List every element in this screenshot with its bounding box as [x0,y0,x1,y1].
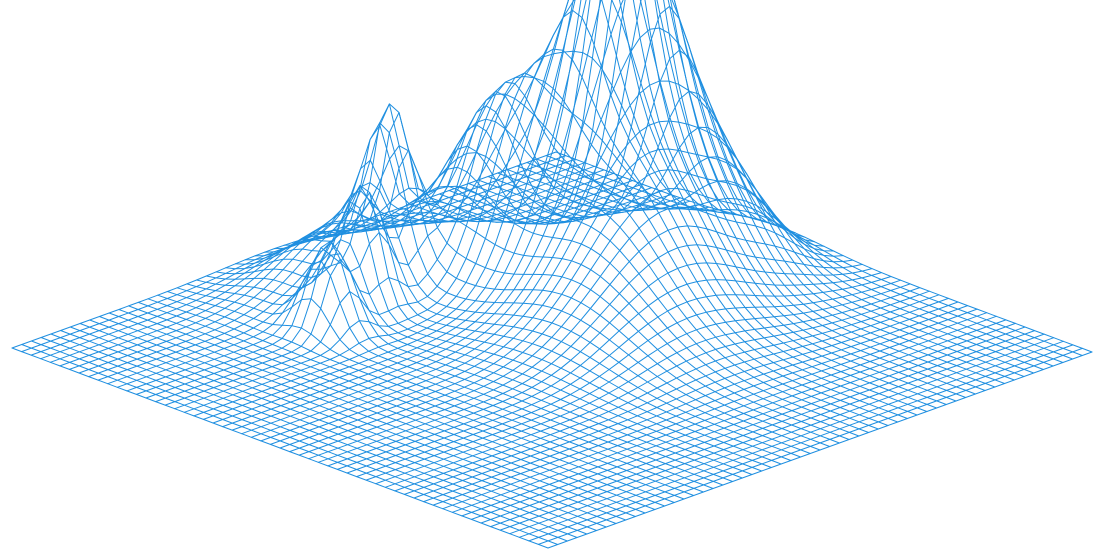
mesh-column-line [59,169,605,367]
mesh-column-line [78,176,624,374]
mesh-column-line [461,319,1007,517]
mesh-column-line [174,50,720,410]
mesh-column-line [518,340,1064,538]
mesh-column-line [451,315,997,513]
mesh-column-line [164,72,710,406]
mesh-column-line [126,124,672,392]
mesh-column-line [269,148,815,445]
mesh-column-line [308,225,854,460]
mesh-column-line [394,294,940,492]
mesh-row-lines [11,0,1093,549]
mesh-column-line [432,308,978,506]
mesh-column-line [145,90,691,399]
mesh-column-line [442,312,988,510]
mesh-column-line [547,351,1093,549]
mesh-column-line [222,0,768,428]
mesh-column-line [289,188,835,453]
mesh-column-line [279,169,825,449]
mesh-column-line [423,305,969,503]
mesh-column-line [490,330,1036,528]
mesh-column-line [375,287,921,485]
mesh-column-line [480,326,1026,524]
mesh-column-line [183,0,729,413]
mesh-row-line [264,219,802,458]
mesh-column-line [413,301,959,499]
mesh-column-line [298,206,844,456]
mesh-column-line [135,105,681,395]
mesh-column-line [384,290,930,488]
mesh-row-line [545,155,1083,356]
mesh-column-line [88,159,634,378]
mesh-column-line [260,120,806,442]
mesh-column-line [336,272,882,470]
mesh-column-line [68,172,614,370]
mesh-column-line [11,151,557,349]
mesh-column-line [212,0,758,424]
mesh-column-line [528,344,1074,542]
mesh-column-line [317,244,863,463]
mesh-column-line [499,333,1045,531]
mesh-column-line [327,262,873,467]
mesh-column-line [30,158,576,356]
mesh-column-line [155,81,701,403]
mesh-column-line [250,80,796,438]
mesh-column-line [202,0,748,420]
mesh-column-line [193,0,739,417]
mesh-column-line [509,337,1055,535]
mesh-column-line [537,347,1083,545]
mesh-column-line [49,165,595,363]
mesh-column-line [231,0,777,431]
mesh-column-line [356,279,902,478]
mesh-column-line [403,297,949,495]
mesh-column-line [470,322,1016,520]
mesh-column-line [346,276,892,474]
mesh-column-line [365,283,911,481]
mesh-column-line [241,27,787,435]
mesh-column-line [116,112,662,388]
mesh-row-line [380,9,918,416]
mesh-column-lines [11,0,1093,549]
